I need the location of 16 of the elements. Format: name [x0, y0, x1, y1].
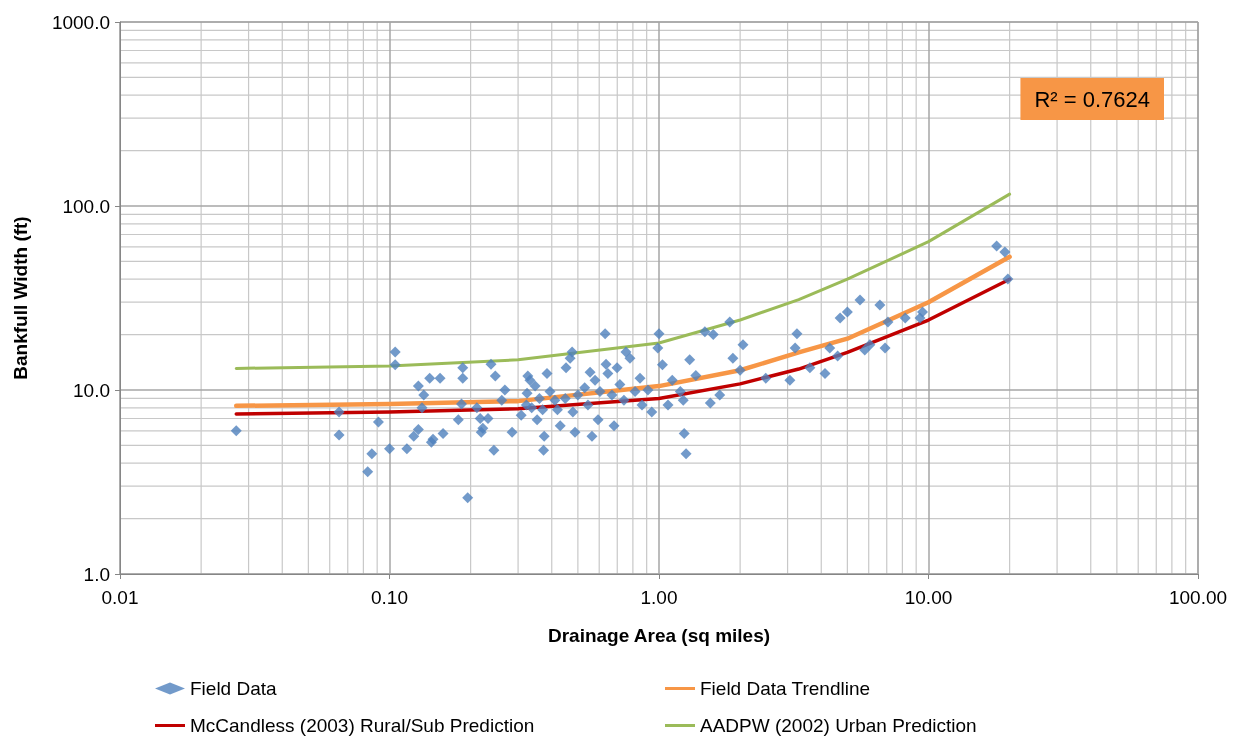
y-tick-label: 1.0	[83, 563, 110, 585]
legend-label: Field Data	[190, 678, 278, 699]
legend-label: AADPW (2002) Urban Prediction	[700, 715, 977, 736]
y-tick-label: 1000.0	[51, 11, 110, 33]
annotation: R² = 0.7624	[1034, 86, 1150, 112]
y-axis-title: Bankfull Width (ft)	[10, 216, 31, 380]
x-tick-label: 1.00	[640, 587, 678, 608]
legend-label: McCandless (2003) Rural/Sub Prediction	[190, 715, 535, 736]
x-tick-label: 0.10	[371, 587, 408, 608]
y-tick-label: 100.0	[62, 195, 110, 217]
x-tick-label: 10.00	[904, 587, 953, 608]
x-tick-label: 0.01	[101, 587, 139, 608]
x-tick-label: 100.00	[1168, 587, 1228, 608]
legend-label: Field Data Trendline	[700, 678, 871, 699]
y-tick-label: 10.0	[73, 379, 110, 401]
x-axis-title: Drainage Area (sq miles)	[547, 625, 771, 646]
